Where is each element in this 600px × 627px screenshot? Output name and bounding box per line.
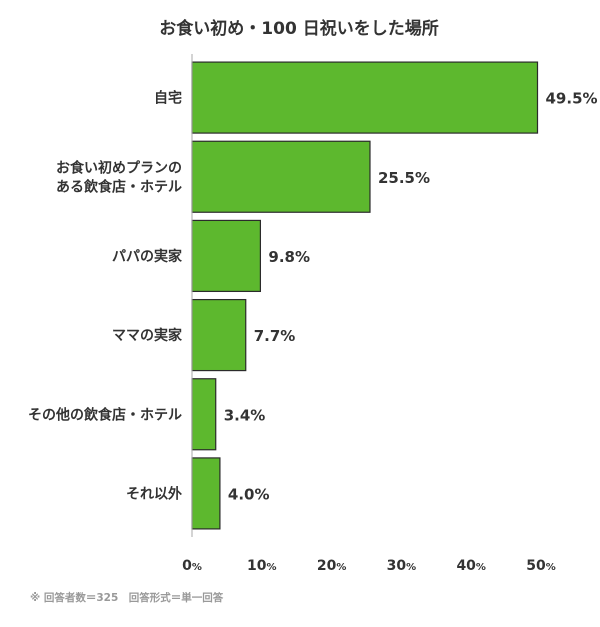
value-label-2: 9.8%: [268, 248, 310, 266]
bar-3: [191, 298, 247, 372]
category-label-1-line-1: ある飲食店・ホテル: [56, 178, 182, 195]
x-tick-label-4: 40%: [456, 558, 486, 574]
value-label-4: 3.4%: [224, 406, 266, 424]
value-label-5: 4.0%: [228, 485, 270, 503]
value-label-1: 25.5%: [378, 169, 430, 187]
category-label-5: それ以外: [126, 485, 182, 502]
category-label-2: パパの実家: [112, 248, 183, 265]
x-tick-label-5: 50%: [526, 558, 556, 574]
x-tick-label-0: 0%: [182, 558, 202, 574]
category-label-3: ママの実家: [112, 327, 183, 344]
category-label-0: 自宅: [154, 90, 182, 107]
value-label-3: 7.7%: [254, 327, 296, 345]
chart-title: お食い初め・100 日祝いをした場所: [159, 18, 438, 39]
category-label-4: その他の飲食店・ホテル: [28, 406, 182, 423]
bar-5: [191, 457, 221, 530]
x-tick-label-1: 10%: [247, 558, 277, 574]
footnote: ※ 回答者数＝325 回答形式＝単一回答: [30, 591, 224, 604]
x-tick-label-3: 30%: [387, 558, 417, 574]
bar-4: [191, 378, 217, 451]
x-tick-label-2: 20%: [317, 558, 347, 574]
bar-1: [191, 140, 371, 213]
bar-0: [191, 61, 539, 134]
bar-2: [191, 219, 262, 293]
value-label-0: 49.5%: [546, 90, 598, 108]
axis-layer: 0% 10% 20% 30% 40% 50%: [182, 54, 556, 574]
category-label-1-line-0: お食い初めプランの: [56, 159, 182, 176]
